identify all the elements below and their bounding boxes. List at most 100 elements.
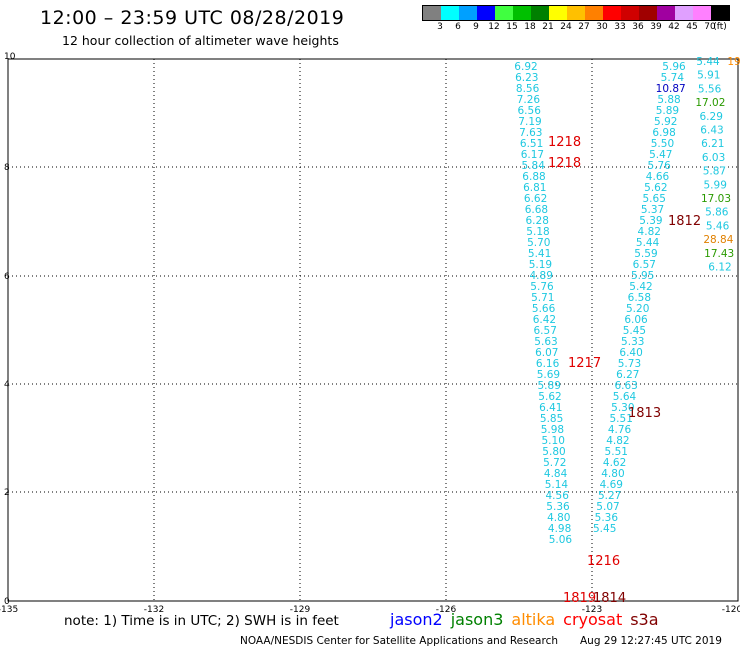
color-swatch [513, 6, 531, 20]
wave-height-value: 6.16 [536, 358, 560, 370]
wave-height-value: 5.89 [538, 380, 561, 392]
wave-height-value: 5.44 [696, 56, 720, 68]
wave-height-value: 5.91 [697, 70, 720, 82]
wave-height-value: 7.26 [517, 94, 541, 106]
wave-height-value: 5.69 [537, 369, 560, 381]
color-scale-label: 36 [632, 22, 644, 32]
wave-height-value: 5.74 [661, 72, 685, 84]
wave-height-value: 5.80 [542, 446, 565, 458]
wave-height-value: 6.58 [628, 292, 651, 304]
color-scale-label: 45 [686, 22, 698, 32]
wave-height-value: 10.87 [656, 83, 686, 95]
wave-height-value: 5.42 [629, 281, 652, 293]
wave-height-value: 17.43 [704, 248, 734, 260]
wave-height-value: 5.66 [532, 303, 556, 315]
legend-note: note: 1) Time is in UTC; 2) SWH is in fe… [64, 613, 339, 629]
wave-height-value: 6.56 [518, 105, 542, 117]
wave-height-value: 6.68 [525, 204, 548, 216]
color-swatch [657, 6, 675, 20]
color-scale-label: 12 [488, 22, 500, 32]
wave-height-value: 6.51 [520, 138, 543, 150]
wave-height-value: 6.23 [515, 72, 538, 84]
wave-height-value: 5.86 [705, 207, 729, 219]
wave-height-value: 5.37 [641, 204, 664, 216]
altimeter-tracks: 6.926.238.567.266.567.197.636.516.175.84… [514, 56, 740, 546]
footer-credit: NOAA/NESDIS Center for Satellite Applica… [240, 635, 558, 647]
color-swatch [423, 6, 441, 20]
wave-height-value: 5.44 [636, 237, 660, 249]
y-tick-label: 2 [4, 488, 10, 498]
color-swatch [567, 6, 585, 20]
wave-height-value: 4.80 [601, 468, 624, 480]
color-scale-label: 30 [596, 22, 608, 32]
wave-height-value: 6.88 [522, 171, 545, 183]
wave-height-value: 5.63 [534, 336, 557, 348]
time-label: 1819 [563, 591, 596, 606]
time-label: 1218 [548, 135, 581, 150]
wave-height-value: 17.03 [701, 193, 731, 205]
wave-height-value: 4.69 [600, 479, 623, 491]
wave-height-value: 5.96 [662, 61, 686, 73]
wave-height-value: 7.63 [519, 127, 542, 139]
color-scale-label: 39 [650, 22, 662, 32]
satellite-legend: jason2 jason3 altika cryosat s3a [390, 610, 667, 629]
satellite-altika: altika [511, 610, 556, 629]
color-scale-label: 33 [614, 22, 626, 32]
color-scale-label: 18 [524, 22, 536, 32]
color-scale-label: 9 [473, 22, 479, 32]
wave-height-value: 5.47 [649, 149, 672, 161]
color-swatch [711, 6, 729, 20]
wave-height-value: 6.21 [701, 138, 724, 150]
wave-height-value: 4.76 [608, 424, 632, 436]
color-scale-label: 24 [560, 22, 572, 32]
time-label: 1812 [668, 214, 701, 229]
color-swatch [441, 6, 459, 20]
wave-height-value: 5.88 [657, 94, 680, 106]
wave-height-value: 5.50 [651, 138, 674, 150]
wave-height-value: 6.57 [633, 259, 656, 271]
color-scale [422, 5, 730, 21]
wave-height-value: 5.14 [545, 479, 569, 491]
color-swatch [621, 6, 639, 20]
x-tick-label: -132 [144, 605, 164, 615]
wave-height-value: 4.82 [638, 226, 661, 238]
wave-height-value: 5.92 [654, 116, 677, 128]
y-tick-label: 4 [4, 380, 10, 390]
wave-height-value: 5.46 [706, 220, 730, 232]
x-tick-label: -135 [0, 605, 18, 615]
wave-height-value: 5.62 [644, 182, 667, 194]
satellite-jason2: jason2 [390, 610, 443, 629]
color-scale-label: 42 [668, 22, 680, 32]
wave-height-value: 5.19 [529, 259, 552, 271]
wave-height-value: 5.71 [531, 292, 554, 304]
wave-height-value: 6.06 [624, 314, 648, 326]
color-swatch [603, 6, 621, 20]
y-tick-label: 8 [4, 163, 10, 173]
satellite-s3a: s3a [630, 610, 659, 629]
wave-height-value: 6.03 [702, 152, 725, 164]
color-swatch [477, 6, 495, 20]
map-grid [8, 59, 738, 601]
wave-height-value: 4.62 [603, 457, 626, 469]
wave-height-value: 4.84 [544, 468, 568, 480]
wave-height-value: 6.63 [614, 380, 637, 392]
wave-height-value: 6.40 [619, 347, 642, 359]
wave-height-value: 4.98 [548, 523, 571, 535]
color-scale-label: 3 [437, 22, 443, 32]
wave-height-value: 6.27 [616, 369, 639, 381]
wave-height-value: 5.06 [549, 534, 573, 546]
color-scale-label: 27 [578, 22, 590, 32]
wave-height-value: 6.92 [514, 61, 537, 73]
wave-height-value: 6.98 [652, 127, 675, 139]
wave-height-value: 7.19 [518, 116, 541, 128]
x-tick-label: -129 [290, 605, 311, 615]
wave-height-value: 6.62 [524, 193, 547, 205]
x-tick-label: -120 [722, 605, 740, 615]
y-tick-label: 6 [4, 272, 10, 282]
wave-height-value: 6.41 [539, 402, 562, 414]
wave-height-value: 5.62 [538, 391, 561, 403]
color-swatch [459, 6, 477, 20]
wave-height-value: 4.80 [547, 512, 570, 524]
satellite-jason3: jason3 [450, 610, 504, 629]
color-scale-label: 70 [704, 22, 716, 32]
